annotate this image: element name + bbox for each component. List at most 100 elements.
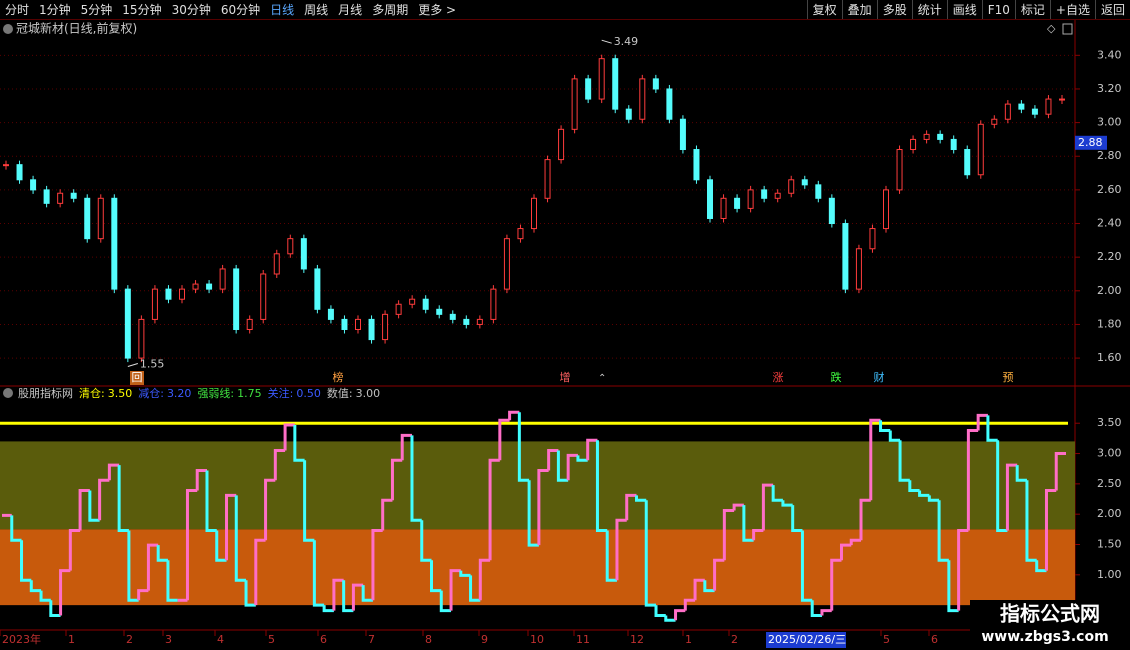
indicator-step: [908, 480, 920, 493]
y-tick-label: 3.00: [1097, 447, 1122, 460]
y-tick-label: 3.50: [1097, 416, 1122, 429]
time-label: 5: [268, 633, 275, 646]
candle-body: [355, 318, 361, 330]
time-label: 7: [368, 633, 375, 646]
candle-body: [260, 273, 267, 320]
candle-body: [937, 133, 944, 140]
candle-body: [246, 318, 253, 330]
candle-body: [950, 138, 957, 151]
menu-icon[interactable]: [3, 388, 13, 398]
period-tab[interactable]: 30分钟: [171, 3, 211, 17]
period-tab[interactable]: 更多 >: [418, 3, 457, 17]
level-value: 3.00: [356, 387, 381, 400]
level-value: 3.50: [108, 387, 133, 400]
indicator-step: [410, 435, 422, 522]
indicator-step: [49, 600, 61, 617]
tool-button[interactable]: 叠加: [841, 0, 877, 19]
candle-body: [801, 179, 808, 186]
indicator-step: [78, 489, 90, 531]
tool-button[interactable]: 返回: [1094, 0, 1130, 19]
indicator-step: [20, 540, 32, 582]
tool-button[interactable]: F10: [981, 0, 1015, 19]
indicator-step: [469, 575, 481, 602]
last-price-label: 2.88: [1078, 136, 1103, 149]
candle-body: [422, 298, 429, 310]
indicator-step: [576, 455, 588, 462]
candle-body: [16, 164, 23, 181]
indicator-step: [1044, 489, 1057, 571]
time-label: 11: [576, 633, 590, 646]
candle-body: [761, 189, 768, 199]
period-tab[interactable]: 分时: [5, 3, 30, 17]
tool-button[interactable]: +自选: [1049, 0, 1095, 19]
candle-body: [463, 318, 470, 325]
candle-body: [1059, 98, 1065, 101]
indicator-step: [264, 478, 276, 541]
candle-body: [382, 313, 389, 341]
level-name: 清仓:: [79, 386, 105, 400]
time-label: 6: [931, 633, 938, 646]
tool-button[interactable]: 画线: [946, 0, 982, 19]
tool-button[interactable]: 多股: [876, 0, 912, 19]
candle-body: [842, 223, 849, 290]
indicator-step: [556, 450, 569, 482]
indicator-step: [381, 498, 393, 531]
indicator-step: [117, 465, 129, 533]
indicator-step: [839, 543, 852, 561]
icon[interactable]: ◇: [1047, 22, 1056, 35]
tool-button[interactable]: 标记: [1014, 0, 1050, 19]
indicator-step: [742, 505, 754, 542]
candle-body: [1004, 103, 1011, 120]
indicator-header: 股朋指标网 清仓: 3.50 减仓: 3.20 强弱线: 1.75 关注: 0.50 数值: 3.0…: [18, 386, 380, 400]
tool-button[interactable]: 复权: [806, 0, 842, 19]
candle-body: [1045, 98, 1052, 115]
candle-body: [558, 128, 565, 161]
time-label: 8: [425, 633, 432, 646]
candle-body: [707, 179, 713, 219]
indicator-step: [342, 580, 354, 613]
level-name: 减仓:: [138, 386, 164, 400]
indicator-step: [937, 500, 949, 562]
y-tick-label: 1.00: [1097, 568, 1122, 581]
candle-body: [287, 238, 294, 255]
period-tab[interactable]: 日线: [270, 3, 295, 17]
period-tab[interactable]: 15分钟: [122, 3, 162, 17]
period-tab[interactable]: 月线: [338, 3, 363, 17]
candle-body: [165, 288, 172, 300]
candle-body: [300, 238, 307, 270]
y-tick-label: 3.40: [1097, 48, 1122, 61]
indicator-step: [761, 483, 774, 531]
indicator-step: [703, 580, 715, 593]
watermark-url: www.zbgs3.com: [981, 629, 1108, 645]
event-marker: 回: [132, 371, 143, 384]
indicator-step: [976, 413, 988, 431]
indicator-step: [722, 509, 735, 561]
indicator-step: [693, 578, 705, 601]
indicator-step: [400, 433, 412, 461]
time-label: 1: [685, 633, 692, 646]
tool-button[interactable]: 统计: [911, 0, 947, 19]
indicator-step: [898, 440, 910, 482]
period-tab[interactable]: 周线: [304, 3, 329, 17]
indicator-step: [430, 560, 442, 593]
indicator-step: [654, 605, 666, 617]
period-tab[interactable]: 多周期: [372, 3, 409, 17]
indicator-step: [781, 500, 793, 507]
period-tab[interactable]: 60分钟: [220, 3, 261, 17]
period-tab[interactable]: 1分钟: [39, 3, 71, 17]
candle-body: [977, 123, 984, 176]
menu-icon[interactable]: [3, 24, 13, 34]
candle-body: [138, 318, 145, 359]
candle-body: [97, 197, 104, 240]
icon[interactable]: [1062, 23, 1073, 35]
event-marker: 涨: [773, 371, 784, 384]
indicator-step: [332, 578, 344, 611]
candle-body: [124, 288, 131, 359]
indicator-step: [869, 418, 881, 501]
event-marker: 预: [1003, 371, 1014, 384]
indicator-step: [586, 438, 598, 461]
y-tick-label: 2.60: [1097, 183, 1122, 196]
candle-body: [151, 288, 158, 320]
period-tab[interactable]: 5分钟: [80, 3, 113, 17]
indicator-step: [674, 609, 686, 621]
